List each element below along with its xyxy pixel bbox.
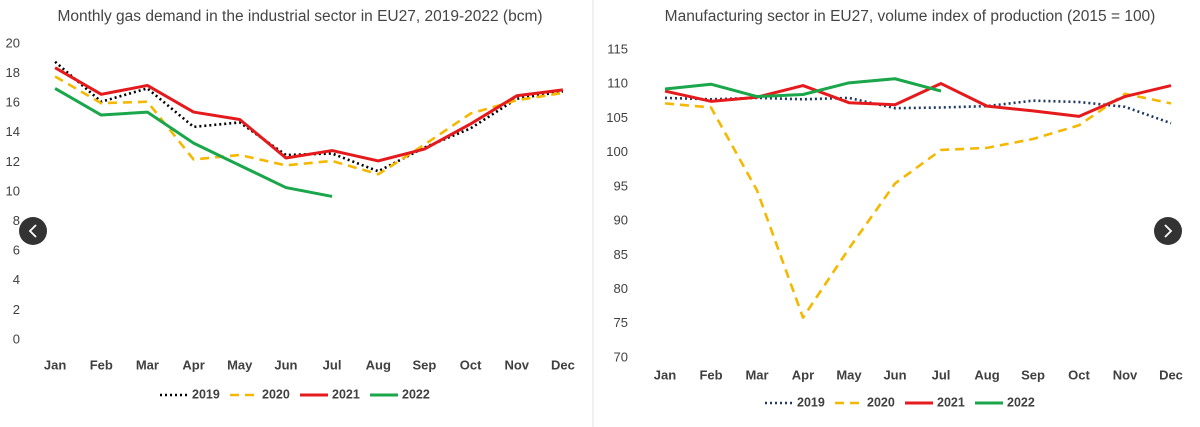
y-tick-label: 6 xyxy=(13,243,20,258)
x-tick-label: Aug xyxy=(974,367,999,382)
legend-label: 2021 xyxy=(937,395,965,409)
series-line xyxy=(54,87,333,198)
legend-label: 2019 xyxy=(797,395,825,409)
y-tick-label: 115 xyxy=(607,41,628,56)
x-tick-label: Mar xyxy=(136,357,159,372)
y-tick-label: 0 xyxy=(13,331,20,346)
y-tick-label: 110 xyxy=(607,76,628,91)
y-tick-label: 75 xyxy=(614,315,628,330)
prev-button-bg xyxy=(19,217,47,245)
chart-title: Monthly gas demand in the industrial sec… xyxy=(57,8,542,25)
legend-label: 2021 xyxy=(332,387,360,401)
y-tick-label: 8 xyxy=(13,213,20,228)
chart: Manufacturing sector in EU27, volume ind… xyxy=(606,8,1183,409)
series-line xyxy=(664,77,942,99)
legend-label: 2022 xyxy=(1007,395,1035,409)
y-tick-label: 18 xyxy=(6,65,20,80)
x-tick-label: Sep xyxy=(1021,367,1045,382)
x-tick-label: Mar xyxy=(745,367,768,382)
x-tick-label: Dec xyxy=(551,357,575,372)
x-tick-label: Oct xyxy=(460,357,482,372)
y-tick-label: 16 xyxy=(6,95,20,110)
x-tick-label: Apr xyxy=(182,357,204,372)
series-line xyxy=(54,66,564,163)
x-tick-label: Feb xyxy=(699,367,722,382)
y-tick-label: 4 xyxy=(13,272,20,287)
prev-button[interactable] xyxy=(19,217,47,245)
x-tick-label: Jul xyxy=(932,367,951,382)
x-tick-label: Oct xyxy=(1068,367,1090,382)
next-icon xyxy=(1164,224,1173,238)
prev-icon xyxy=(28,224,37,238)
chart-title: Manufacturing sector in EU27, volume ind… xyxy=(665,8,1156,25)
x-tick-label: Dec xyxy=(1159,367,1183,382)
x-tick-label: Jan xyxy=(654,367,676,382)
y-tick-label: 85 xyxy=(614,247,628,262)
x-tick-label: Feb xyxy=(90,357,113,372)
y-tick-label: 100 xyxy=(606,144,628,159)
legend-label: 2020 xyxy=(867,395,895,409)
x-tick-label: Sep xyxy=(412,357,436,372)
x-tick-label: May xyxy=(836,367,862,382)
x-tick-label: Jul xyxy=(323,357,342,372)
legend-label: 2019 xyxy=(192,387,220,401)
y-tick-label: 95 xyxy=(614,178,628,193)
y-tick-label: 80 xyxy=(614,281,628,296)
legend-label: 2020 xyxy=(262,387,290,401)
series-line xyxy=(54,75,564,176)
y-tick-label: 14 xyxy=(6,124,20,139)
x-tick-label: Apr xyxy=(792,367,814,382)
x-tick-label: May xyxy=(227,357,253,372)
y-tick-label: 20 xyxy=(6,35,20,50)
x-tick-label: Aug xyxy=(366,357,391,372)
x-tick-label: Jun xyxy=(883,367,906,382)
series-line xyxy=(664,82,1172,118)
next-button-bg xyxy=(1154,217,1182,245)
next-button[interactable] xyxy=(1154,217,1182,245)
y-tick-label: 70 xyxy=(614,349,628,364)
legend-label: 2022 xyxy=(402,387,430,401)
x-tick-label: Jun xyxy=(274,357,297,372)
x-tick-label: Nov xyxy=(504,357,529,372)
x-tick-label: Jan xyxy=(44,357,66,372)
y-tick-label: 90 xyxy=(614,213,628,228)
y-tick-label: 12 xyxy=(6,154,20,169)
y-tick-label: 105 xyxy=(606,110,628,125)
y-tick-label: 10 xyxy=(6,183,20,198)
y-tick-label: 2 xyxy=(13,302,20,317)
chart: Monthly gas demand in the industrial sec… xyxy=(6,8,575,401)
x-tick-label: Nov xyxy=(1113,367,1138,382)
series-line xyxy=(664,92,1172,319)
